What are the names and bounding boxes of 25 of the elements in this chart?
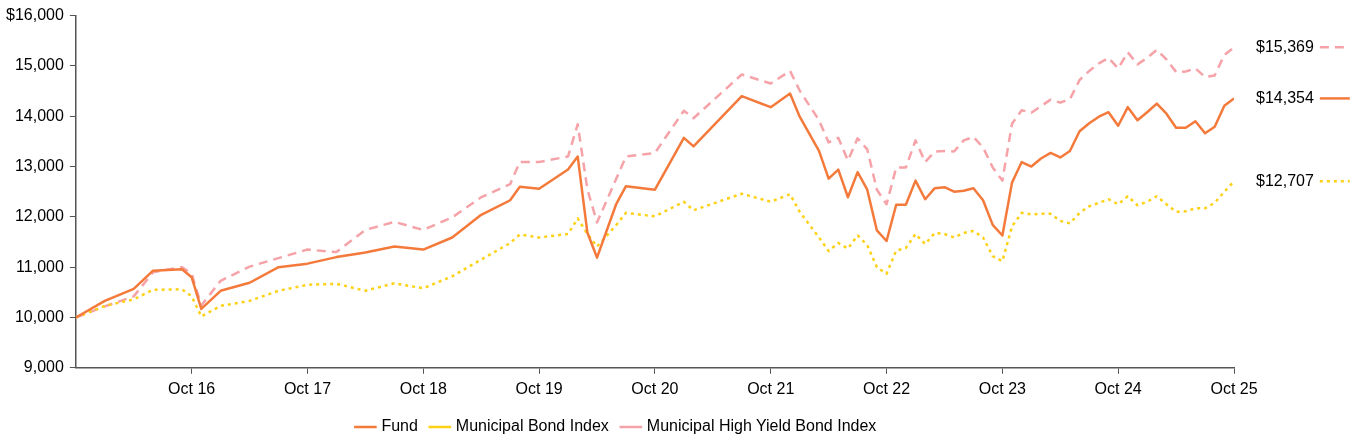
- annotation: $12,707: [1256, 171, 1314, 189]
- x-tick-label: Oct 21: [747, 379, 795, 397]
- y-tick-label: 9,000: [23, 358, 64, 376]
- x-tick-label: Oct 24: [1094, 379, 1142, 397]
- legend-label: Municipal Bond Index: [455, 417, 609, 435]
- x-tick-label: Oct 23: [978, 379, 1027, 397]
- y-tick-label: $16,000: [5, 6, 64, 24]
- y-tick-label: 15,000: [14, 56, 64, 74]
- legend-label: Municipal High Yield Bond Index: [646, 417, 877, 435]
- y-tick-label: 13,000: [14, 156, 64, 174]
- y-tick-label: 12,000: [14, 207, 64, 225]
- x-tick-label: Oct 22: [862, 379, 911, 397]
- legend-label: Fund: [381, 417, 418, 435]
- annotation: $15,369: [1256, 37, 1314, 55]
- x-tick-label: Oct 18: [399, 379, 447, 397]
- annotation: $14,354: [1256, 88, 1314, 106]
- x-tick-label: Oct 17: [283, 379, 332, 397]
- x-tick-label: Oct 25: [1210, 379, 1258, 397]
- y-tick-label: 14,000: [14, 106, 64, 124]
- x-tick-label: Oct 19: [515, 379, 563, 397]
- line-series: [75, 180, 1234, 319]
- x-tick-label: Oct 16: [168, 379, 216, 397]
- y-tick-label: 11,000: [16, 257, 64, 275]
- x-tick-label: Oct 20: [631, 379, 679, 397]
- y-tick-label: 10,000: [14, 307, 64, 325]
